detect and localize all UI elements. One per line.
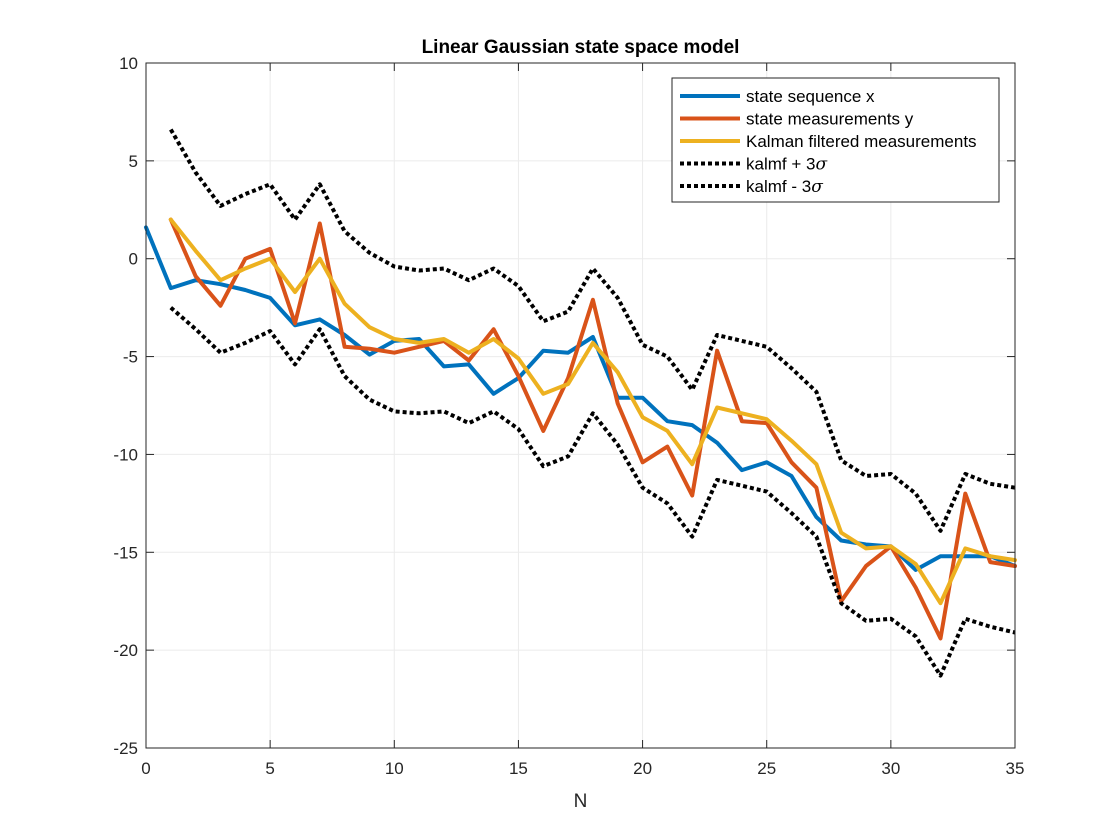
series-line-4 — [169, 128, 1016, 533]
legend-label-5: kalmf - 3σ — [746, 177, 823, 197]
series-line-2 — [168, 217, 1017, 641]
legend-label-4: kalmf + 3σ — [746, 155, 827, 175]
y-tick-label: 10 — [119, 54, 138, 73]
series-line-3 — [168, 217, 1017, 606]
axes-box — [145, 62, 1016, 749]
y-tick-label: 5 — [129, 152, 138, 171]
x-tick-label: 10 — [385, 759, 404, 778]
y-tick-label: -5 — [123, 348, 138, 367]
ticks: 0 5 10 15 20 25 30 35 -25 -20 -15 -10 -5 0 5 10 — [113, 54, 1024, 778]
legend: state sequence x state measurements y Kalm… — [671, 77, 1000, 203]
x-tick-label: 20 — [633, 759, 652, 778]
y-tick-label: -25 — [113, 739, 138, 758]
x-tick-label: 15 — [509, 759, 528, 778]
chart-title: Linear Gaussian state space model — [422, 37, 740, 58]
series-line-5 — [169, 306, 1016, 678]
x-tick-label: 0 — [141, 759, 150, 778]
legend-label-3: Kalman filtered measurements — [746, 132, 977, 151]
y-tick-label: -20 — [113, 641, 138, 660]
y-tick-label: -15 — [113, 543, 138, 562]
x-axis-label: N — [574, 791, 588, 812]
series-lines — [144, 128, 1017, 678]
legend-label-1: state sequence x — [746, 87, 875, 106]
x-tick-label: 30 — [881, 759, 900, 778]
x-tick-label: 35 — [1006, 759, 1025, 778]
x-tick-label: 25 — [757, 759, 776, 778]
y-tick-label: 0 — [129, 250, 138, 269]
legend-label-2: state measurements y — [746, 110, 914, 129]
x-tick-label: 5 — [265, 759, 274, 778]
y-tick-label: -10 — [113, 445, 138, 464]
